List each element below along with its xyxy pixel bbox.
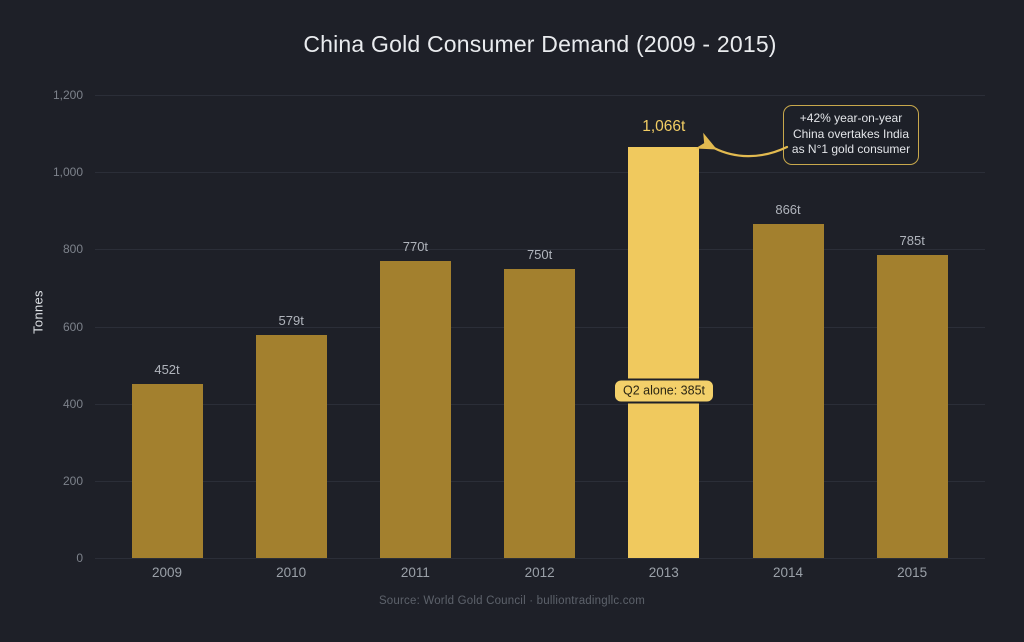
value-label-2010: 579t [278, 312, 304, 328]
q2-badge: Q2 alone: 385t [612, 378, 716, 404]
x-tick-2013: 2013 [648, 565, 679, 580]
x-tick-2010: 2010 [276, 565, 307, 580]
bar-2011 [379, 260, 451, 558]
y-tick-1200: 1,200 [52, 88, 83, 102]
callout-line-1: +42% year-on-year [799, 111, 903, 125]
x-tick-2009: 2009 [151, 565, 183, 580]
x-tick-2014: 2014 [772, 565, 804, 580]
y-tick-600: 600 [62, 319, 83, 334]
x-tick-2011: 2011 [400, 565, 430, 580]
chart-title: China Gold Consumer Demand (2009 - 2015) [303, 31, 777, 57]
y-tick-1000: 1,000 [52, 165, 83, 180]
annotation-callout: +42% year-on-year China overtakes India … [783, 105, 919, 165]
bar-2009 [131, 383, 203, 558]
gridline-800 [95, 249, 985, 251]
bar-2013 [628, 146, 700, 558]
bar-2012 [504, 268, 576, 558]
value-label-2014: 866t [775, 201, 801, 217]
callout-line-2: China overtakes India [792, 126, 910, 141]
gridline-1000 [95, 172, 985, 174]
value-label-2011: 770t [402, 238, 429, 254]
x-tick-2012: 2012 [524, 565, 555, 580]
callout-line-3: as N°1 gold consumer [791, 142, 911, 156]
y-tick-400: 400 [62, 396, 83, 411]
value-label-2009: 452t [154, 361, 180, 377]
bar-2015 [876, 255, 948, 558]
x-tick-2015: 2015 [897, 565, 928, 580]
bar-2010 [255, 334, 327, 558]
bar-2014 [752, 223, 824, 558]
gridline-0 [95, 558, 985, 559]
value-label-2012: 750t [526, 246, 553, 262]
value-label-2015: 785t [899, 233, 925, 249]
y-tick-0: 0 [76, 551, 83, 565]
y-tick-200: 200 [62, 473, 83, 488]
source-caption: Source: World Gold Council · bulliontrad… [378, 595, 646, 607]
value-label-2013: 1,066t [642, 117, 686, 135]
y-tick-800: 800 [62, 242, 83, 257]
gridline-1200 [95, 95, 985, 96]
plot-area: 452t 2009 579t 2010 770t 2011 750t 2012 1,066t 20… [95, 95, 985, 580]
